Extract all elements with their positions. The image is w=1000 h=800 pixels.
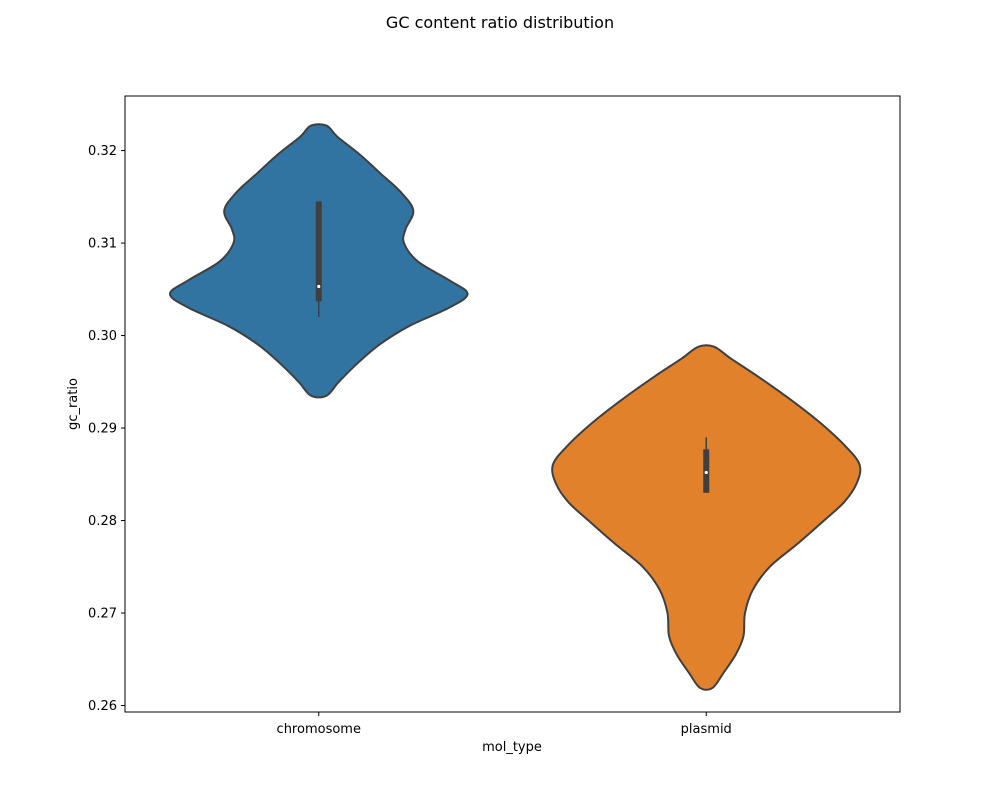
y-axis: 0.26 0.27 0.28 0.29 0.30 0.31 0.32 [88,144,125,714]
y-tick-label: 0.27 [88,607,117,622]
violin-layer [168,123,862,691]
chart-title: GC content ratio distribution [385,13,615,32]
y-axis-label: gc_ratio [66,378,81,430]
y-tick-label: 0.28 [88,514,117,529]
median-point-chromosome [317,284,321,289]
y-tick-label: 0.29 [88,422,117,437]
x-axis-label: mol_type [482,740,542,755]
y-tick-label: 0.26 [88,699,117,714]
violin-plasmid [551,344,862,691]
x-axis: chromosome plasmid [277,712,732,737]
y-tick-label: 0.31 [88,237,117,252]
x-tick-label: plasmid [681,722,732,737]
x-tick-label: chromosome [277,722,361,737]
median-point-plasmid [704,470,708,475]
y-tick-label: 0.32 [88,144,117,159]
plot-frame [124,95,901,713]
iqr-box-chromosome [315,201,322,302]
y-tick-label: 0.30 [88,329,117,344]
